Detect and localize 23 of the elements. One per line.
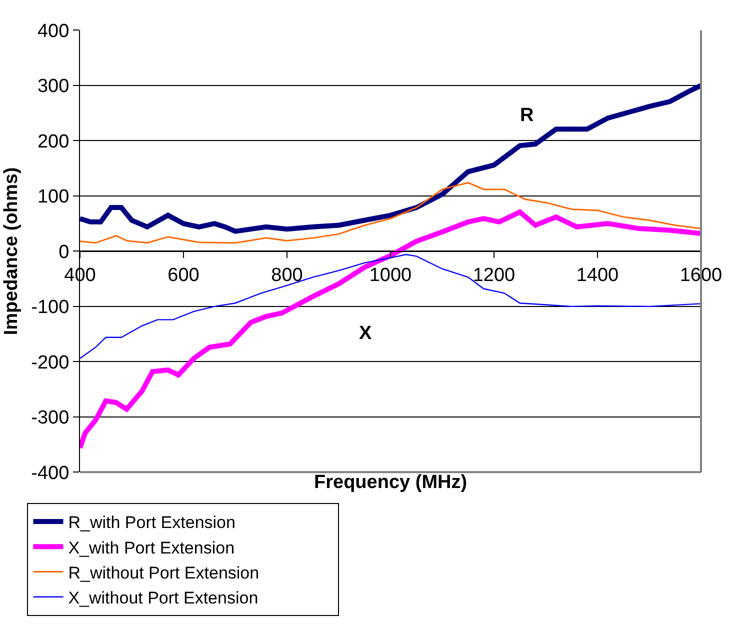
annotation: X xyxy=(359,323,372,344)
y-tick-label: -300 xyxy=(31,408,70,429)
x-tick-label: 1200 xyxy=(472,264,516,286)
legend-label: X_without Port Extension xyxy=(68,588,258,608)
annotation: R xyxy=(520,105,534,126)
y-tick-label: 400 xyxy=(37,20,70,42)
y-tick-label: 0 xyxy=(58,242,70,263)
x-tick-label: 600 xyxy=(168,264,200,286)
legend-label: X_with Port Extension xyxy=(68,538,235,558)
y-tick-label: -100 xyxy=(31,297,70,318)
y-axis-title: Impedance (ohms) xyxy=(1,167,22,336)
x-tick-label: 1600 xyxy=(680,264,722,286)
x-axis-title: Frequency (MHz) xyxy=(314,472,468,493)
x-tick-label: 1000 xyxy=(369,264,412,286)
x-tick-label: 1400 xyxy=(576,264,619,286)
y-tick-label: -400 xyxy=(31,462,70,484)
x-tick-label: 800 xyxy=(271,264,303,286)
legend-label: R_with Port Extension xyxy=(68,513,236,532)
y-tick-label: 100 xyxy=(37,186,70,208)
legend-label: R_without Port Extension xyxy=(68,563,260,582)
y-tick-label: -200 xyxy=(31,352,70,374)
y-tick-label: 300 xyxy=(37,76,70,98)
y-tick-label: 200 xyxy=(37,131,70,152)
